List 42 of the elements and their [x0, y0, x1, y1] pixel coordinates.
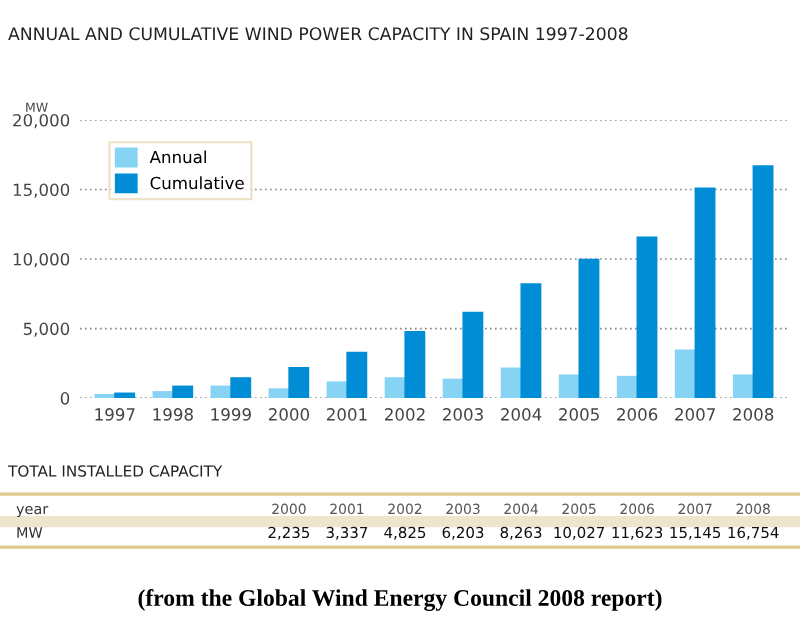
- legend-label: Cumulative: [150, 176, 244, 190]
- bar: [520, 283, 542, 399]
- bar: [288, 367, 310, 399]
- bar: [152, 391, 174, 399]
- bar: [230, 377, 252, 399]
- y-tick-label: 20,000: [13, 113, 70, 129]
- bar: [558, 374, 580, 399]
- bar: [694, 187, 716, 399]
- bar: [404, 330, 426, 399]
- bar: [578, 258, 600, 399]
- x-tick-label: 2001: [326, 408, 367, 421]
- chart-title: ANNUAL AND CUMULATIVE WIND POWER CAPACITY IN SPAIN 1997-2008: [8, 27, 628, 41]
- bar: [674, 349, 696, 399]
- legend-label: Annual: [149, 150, 206, 164]
- x-tick-label: 1998: [153, 408, 193, 421]
- bar: [172, 385, 194, 399]
- x-tick-label: 2006: [617, 408, 658, 421]
- bar: [114, 392, 136, 399]
- y-tick-label: 0: [60, 392, 70, 405]
- x-tick-label: 2008: [733, 408, 774, 421]
- bar: [268, 388, 290, 399]
- x-tick-label: 1997: [95, 408, 135, 421]
- x-tick-label: 2004: [501, 408, 542, 421]
- bar: [462, 311, 484, 399]
- bar: [500, 367, 522, 399]
- x-tick-label: 2005: [559, 408, 599, 421]
- bar: [636, 236, 658, 399]
- bar: [732, 374, 754, 399]
- bar: [326, 381, 348, 399]
- x-tick-label: 2007: [675, 408, 715, 421]
- y-tick-label: 5,000: [23, 322, 70, 337]
- text: (from the Global Wind Energy Council 2008 report): [138, 589, 662, 611]
- bar: [384, 377, 406, 399]
- x-tick-label: 2003: [443, 408, 483, 421]
- x-tick-label: 1999: [211, 408, 251, 421]
- bar: [346, 351, 368, 399]
- bar: [616, 375, 638, 399]
- x-tick-label: 2002: [385, 408, 425, 421]
- x-tick-label: 2000: [268, 408, 310, 421]
- y-tick-label: 10,000: [13, 253, 70, 268]
- bar: [752, 165, 774, 399]
- y-tick-label: 15,000: [13, 183, 70, 198]
